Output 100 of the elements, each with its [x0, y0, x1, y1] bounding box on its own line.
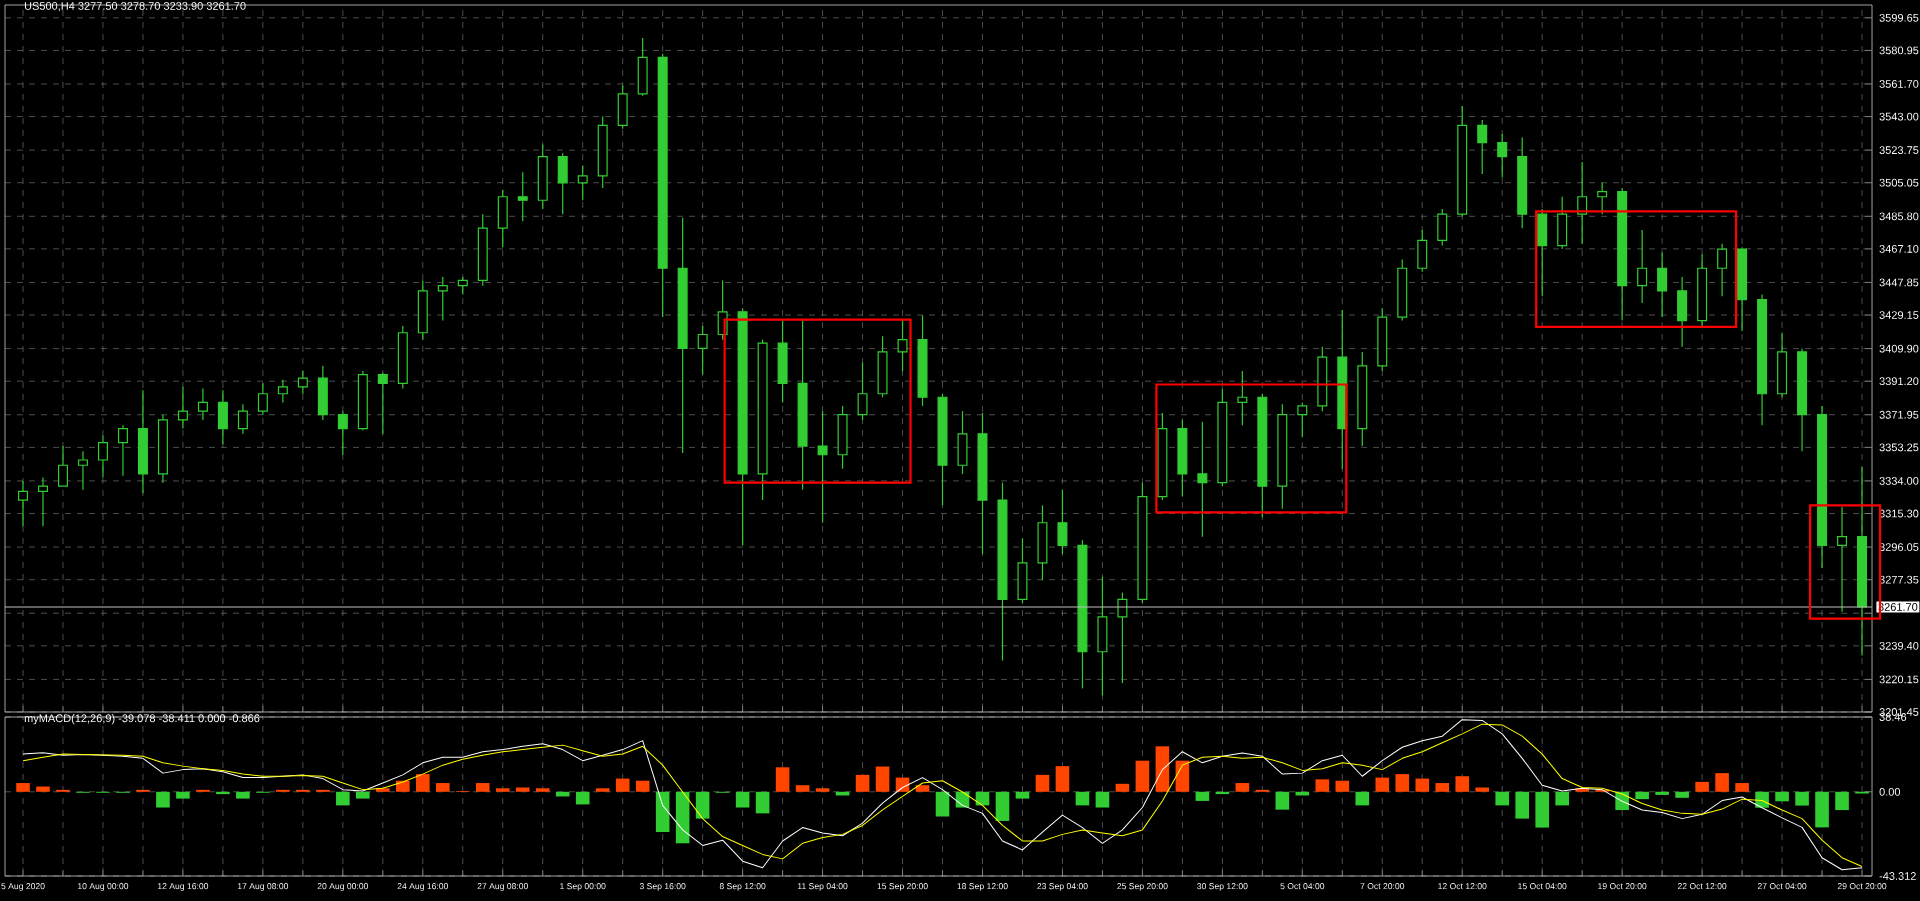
y-tick-label: 3429.15 [1879, 311, 1919, 319]
bar [1815, 791, 1829, 828]
candlestick [857, 361, 868, 421]
candlestick [57, 445, 68, 487]
bar [935, 791, 950, 817]
y-tick-label: 3371.95 [1879, 410, 1919, 419]
candlestick [1237, 370, 1248, 426]
chart-title: myMACD(12,26,9) -39.078 -38.411 0.000 -0.866 [24, 714, 260, 725]
bar [1195, 791, 1210, 801]
y-tick-label: 3239.40 [1879, 641, 1919, 650]
bar [695, 791, 710, 819]
bar [1515, 791, 1530, 819]
candlestick [1297, 401, 1308, 438]
x-tick-label: 24 Aug 16:00 [397, 883, 449, 891]
x-tick-label: 1 Sep 00:00 [560, 883, 606, 891]
x-tick-label: 27 Aug 08:00 [477, 883, 528, 891]
x-tick-label: 27 Oct 04:00 [1757, 883, 1807, 890]
bar [755, 791, 770, 814]
y-tick-label: 3315.30 [1879, 509, 1919, 518]
x-tick-label: 10 Aug 00:00 [78, 883, 129, 891]
x-tick-label: 18 Sep 12:00 [957, 883, 1008, 891]
candlestick [1117, 591, 1128, 684]
bar [515, 787, 530, 792]
y-tick-label: 3485.80 [1879, 212, 1919, 221]
bar [1275, 791, 1290, 810]
x-tick-label: 25 Sep 20:00 [1117, 883, 1168, 891]
bar [1775, 791, 1789, 802]
bar [735, 791, 750, 808]
candlestick [177, 386, 188, 430]
candlestick [277, 379, 288, 404]
bar [16, 783, 30, 792]
bar [1375, 777, 1390, 792]
candlestick [577, 164, 588, 201]
bar [1655, 791, 1669, 795]
y-tick-label: 3353.25 [1879, 443, 1919, 452]
bar [995, 791, 1010, 821]
candlestick [117, 424, 128, 477]
candlestick [377, 372, 388, 435]
y-tick-label: 3409.90 [1879, 344, 1919, 353]
y-tick-label: 3599.65 [1879, 13, 1919, 22]
bar [575, 791, 590, 805]
candlestick [37, 476, 48, 527]
bar [855, 774, 870, 792]
x-tick-label: 22 Oct 12:00 [1677, 883, 1727, 890]
bar [1135, 760, 1150, 792]
bar [1455, 776, 1470, 792]
candlestick [697, 325, 708, 376]
candlestick [1717, 243, 1728, 297]
candlestick [297, 370, 308, 395]
candlestick [1637, 229, 1648, 304]
candlestick [237, 403, 248, 435]
x-tick-label: 19 Oct 20:00 [1598, 883, 1647, 890]
bar [1055, 766, 1070, 792]
y-tick-label: 3523.75 [1879, 146, 1919, 155]
bar [1735, 783, 1749, 792]
y-tick-label: 3580.95 [1879, 46, 1919, 55]
bar [595, 788, 610, 792]
bar [1435, 783, 1450, 792]
bar [1635, 791, 1649, 800]
y-tick-label: 0.00 [1879, 787, 1901, 796]
bar [1475, 787, 1490, 792]
bar [1395, 774, 1410, 792]
bar [1315, 779, 1330, 792]
bar [1555, 791, 1569, 806]
x-tick-label: 15 Sep 20:00 [877, 883, 928, 891]
x-tick-label: 30 Sep 12:00 [1197, 883, 1248, 891]
bar [36, 786, 50, 792]
y-tick-label: 3543.00 [1879, 112, 1919, 121]
x-tick-label: 20 Aug 00:00 [317, 883, 369, 891]
x-tick-label: 5 Aug 2020 [1, 883, 45, 891]
y-tick-label: -43.312 [1879, 872, 1916, 880]
bar [775, 767, 790, 792]
bar [615, 778, 630, 792]
y-tick-label: 3447.85 [1879, 278, 1919, 287]
y-tick-label: 3277.35 [1879, 575, 1919, 584]
bar [1675, 791, 1689, 798]
bar [356, 791, 370, 799]
bar [635, 780, 650, 792]
y-tick-label: 3334.00 [1879, 477, 1919, 485]
bar [535, 788, 550, 792]
x-tick-label: 15 Oct 04:00 [1518, 883, 1567, 890]
bar [1335, 780, 1350, 792]
bar [1075, 791, 1090, 806]
bar [1695, 781, 1709, 792]
chart-title: US500,H4 3277.50 3278.70 3233.90 3261.70 [24, 2, 246, 12]
candlestick [197, 387, 208, 421]
candlestick [517, 171, 528, 222]
candlestick [1657, 251, 1668, 318]
y-tick-label: 3467.10 [1879, 244, 1919, 253]
x-tick-label: 17 Aug 08:00 [237, 883, 289, 891]
candlestick [437, 276, 448, 322]
bar [815, 788, 830, 792]
y-tick-label: 3505.05 [1879, 178, 1919, 187]
candlestick [1477, 119, 1488, 175]
bar [1095, 791, 1110, 808]
bar [1355, 791, 1370, 806]
bar [1235, 783, 1250, 792]
bar [875, 766, 890, 792]
candlestick [897, 318, 908, 372]
candlestick [1497, 133, 1508, 179]
